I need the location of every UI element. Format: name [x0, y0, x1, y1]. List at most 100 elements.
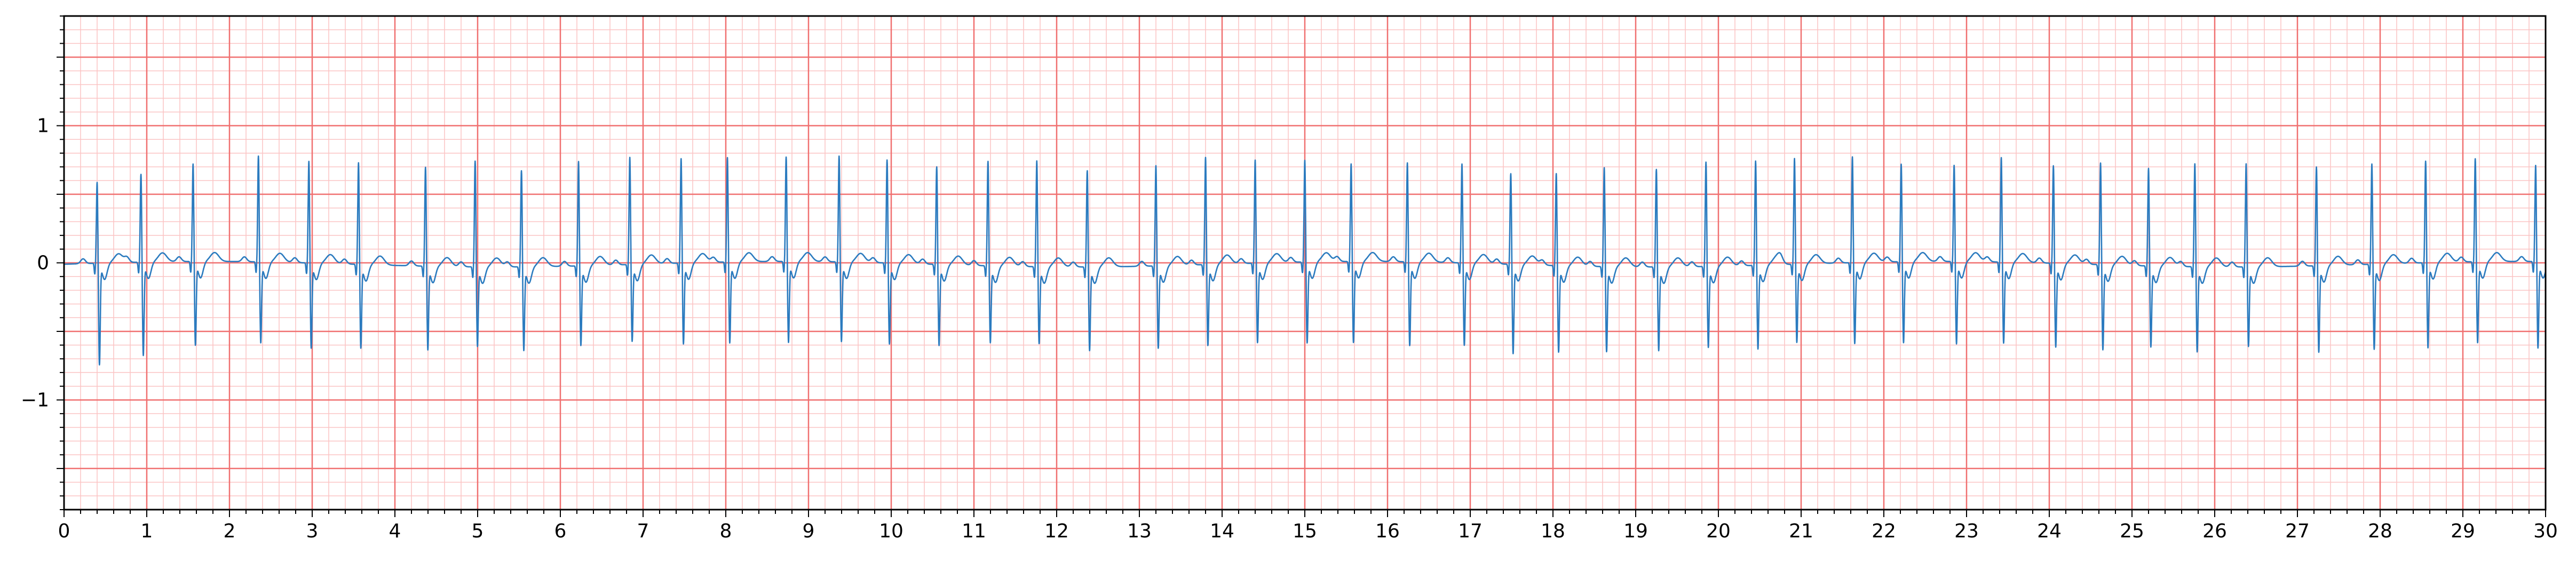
x-tick-label: 11: [962, 520, 986, 542]
r-peak-point: [1655, 163, 1658, 165]
s-trough-point: [2150, 342, 2152, 344]
r-peak-point: [1705, 156, 1707, 158]
x-tick-label: 13: [1127, 520, 1152, 542]
r-peak-point: [2099, 159, 2102, 161]
s-trough-point: [1853, 342, 1856, 344]
s-trough-point: [787, 342, 789, 344]
x-tick-label: 14: [1210, 520, 1234, 542]
r-peak-point: [577, 156, 580, 158]
s-trough-point: [260, 342, 262, 344]
s-trough-point: [1306, 342, 1308, 344]
r-peak-point: [1510, 170, 1512, 172]
x-axis: 0 1 2 3 4 5 6 7 8 9 10 11 12 13 14 15 16 17 18 19 20 21 22 23 24…: [58, 510, 2558, 542]
r-peak-point: [1406, 162, 1408, 164]
r-peak-point: [1851, 155, 1853, 157]
r-peak-point: [1304, 159, 1306, 161]
s-trough-point: [989, 337, 992, 339]
s-trough-point: [194, 344, 196, 346]
r-peak-point: [308, 159, 310, 161]
s-trough-point: [522, 344, 525, 346]
s-trough-point: [2002, 342, 2004, 344]
r-peak-point: [2194, 157, 2196, 160]
y-tick-label: −1: [21, 389, 49, 411]
r-peak-point: [1953, 164, 1955, 166]
r-peak-point: [785, 156, 787, 158]
r-peak-point: [1350, 163, 1352, 165]
r-peak-point: [987, 156, 989, 158]
x-tick-label: 26: [2202, 520, 2227, 542]
s-trough-point: [477, 340, 479, 342]
y-axis: −1 0 1: [21, 15, 64, 510]
r-peak-point: [680, 156, 682, 158]
x-tick-label: 3: [306, 520, 319, 542]
r-peak-point: [2052, 163, 2055, 165]
x-tick-label: 21: [1789, 520, 1813, 542]
r-peak-point: [520, 164, 522, 166]
r-peak-point: [1155, 160, 1157, 162]
x-tick-label: 0: [58, 520, 70, 542]
x-tick-label: 22: [1872, 520, 1896, 542]
s-trough-point: [2537, 347, 2539, 349]
s-trough-point: [427, 344, 429, 346]
x-tick-label: 27: [2285, 520, 2310, 542]
s-trough-point: [310, 345, 312, 347]
x-tick-label: 5: [472, 520, 484, 542]
r-peak-point: [257, 155, 259, 157]
r-peak-point: [726, 156, 728, 158]
ecg-trace-line: [64, 155, 2547, 366]
s-trough-point: [2102, 345, 2104, 347]
s-trough-point: [1955, 343, 1957, 345]
s-trough-point: [1658, 344, 1660, 346]
x-tick-label: 28: [2368, 520, 2392, 542]
x-tick-label: 8: [720, 520, 732, 542]
r-peak-point: [1204, 154, 1207, 156]
s-trough-point: [1409, 344, 1411, 346]
r-peak-point: [629, 154, 631, 156]
r-peak-point: [474, 155, 476, 157]
s-trough-point: [683, 342, 685, 344]
r-peak-point: [1461, 162, 1463, 164]
x-tick-label: 18: [1541, 520, 1565, 542]
x-tick-label: 9: [803, 520, 815, 542]
x-tick-label: 19: [1623, 520, 1648, 542]
x-tick-label: 15: [1293, 520, 1317, 542]
y-tick-label: 0: [37, 252, 49, 274]
r-peak-point: [2424, 159, 2427, 161]
s-trough-point: [938, 342, 940, 344]
s-trough-point: [1352, 342, 1354, 344]
r-peak-point: [2147, 163, 2150, 165]
s-trough-point: [1207, 342, 1209, 344]
r-peak-point: [2534, 164, 2537, 166]
s-trough-point: [1707, 342, 1709, 344]
r-peak-point: [1036, 155, 1038, 157]
s-trough-point: [1463, 343, 1465, 345]
x-tick-label: 16: [1375, 520, 1400, 542]
s-trough-point: [631, 337, 633, 339]
r-peak-point: [1900, 163, 1903, 165]
major-grid: [64, 16, 2546, 510]
r-peak-point: [424, 162, 426, 164]
s-trough-point: [1757, 344, 1759, 346]
x-tick-label: 12: [1044, 520, 1069, 542]
r-peak-point: [2245, 157, 2247, 160]
s-trough-point: [1558, 347, 1560, 349]
r-peak-point: [886, 157, 888, 160]
r-peak-point: [2316, 162, 2318, 164]
r-peak-point: [2000, 156, 2002, 158]
r-peak-point: [2371, 160, 2373, 162]
s-trough-point: [1089, 344, 1091, 346]
r-peak-point: [1603, 162, 1605, 164]
r-peak-point: [1555, 169, 1557, 171]
r-peak-point: [192, 163, 194, 165]
s-trough-point: [889, 342, 891, 344]
r-peak-point: [2474, 157, 2476, 160]
x-tick-label: 30: [2533, 520, 2558, 542]
x-tick-label: 24: [2037, 520, 2062, 542]
x-tick-label: 25: [2120, 520, 2144, 542]
x-tick-label: 4: [389, 520, 401, 542]
x-tick-label: 20: [1706, 520, 1731, 542]
x-tick-label: 6: [554, 520, 567, 542]
s-trough-point: [2373, 345, 2375, 347]
x-tick-label: 1: [141, 520, 153, 542]
